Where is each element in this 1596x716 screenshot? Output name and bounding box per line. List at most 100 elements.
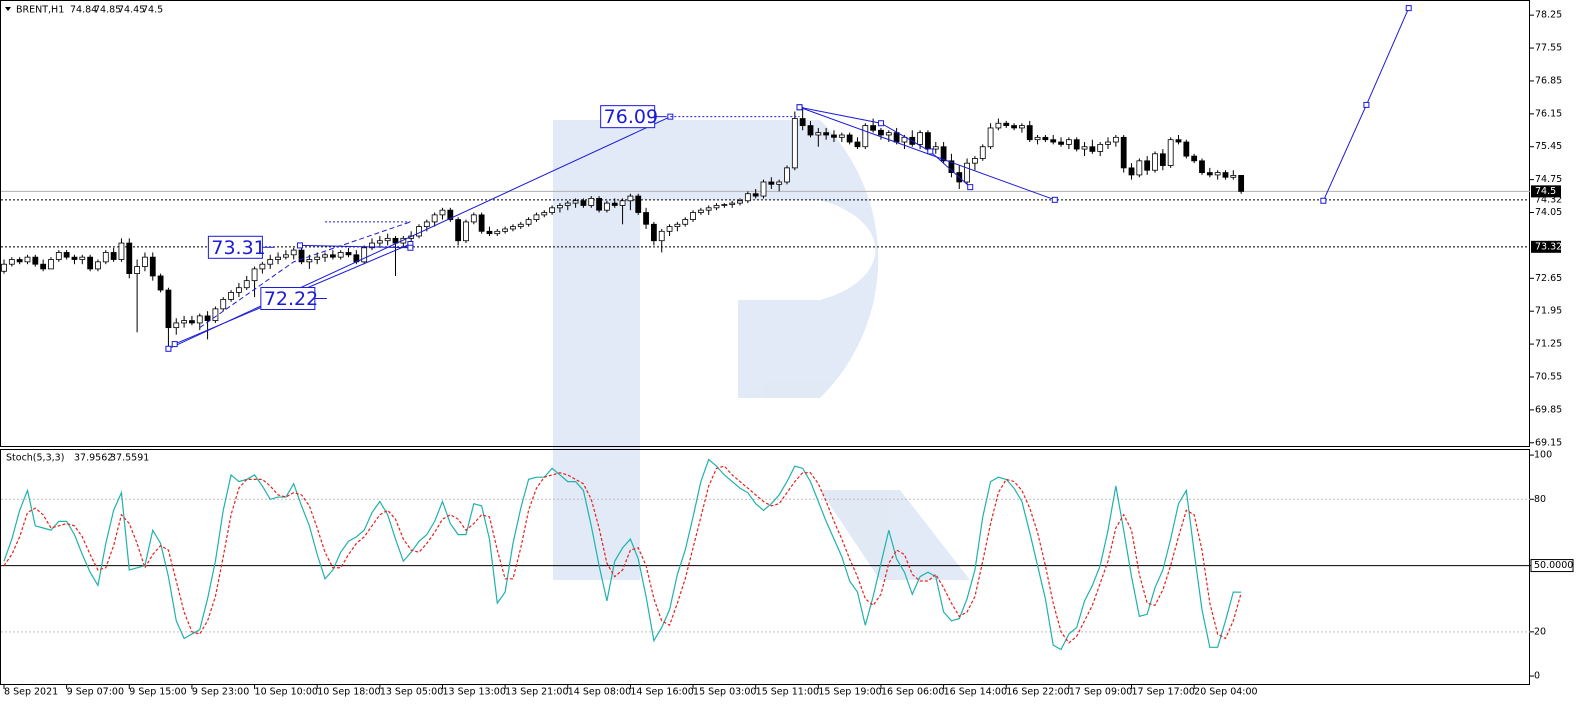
candle-body <box>658 230 665 242</box>
candle-body <box>400 237 407 244</box>
candle-body <box>541 212 548 216</box>
anchor-point <box>927 148 934 155</box>
anchor-point <box>796 104 803 111</box>
price-label: 72.22 <box>264 288 318 310</box>
y-tick-label: 71.25 <box>1535 339 1562 350</box>
candle-body <box>580 200 587 206</box>
candle-body <box>470 214 477 223</box>
anchor-point <box>1363 101 1370 108</box>
price-level-label: 73.32 <box>1535 241 1562 252</box>
anchor-point <box>296 242 303 249</box>
x-tick-label: 15 Sep 03:00 <box>693 687 756 698</box>
candle-body <box>862 125 869 148</box>
candle-body <box>1058 141 1064 145</box>
stoch-y-tick-label: 50.0000 <box>1534 560 1573 571</box>
stoch-y-tick-label: 100 <box>1534 450 1552 461</box>
x-tick-label: 14 Sep 08:00 <box>568 687 631 698</box>
ohlc-open: 74.84 <box>70 5 97 16</box>
candle-body <box>87 256 94 270</box>
candle-body <box>55 252 62 260</box>
candle-body <box>972 158 978 164</box>
x-tick-label: 15 Sep 19:00 <box>818 687 881 698</box>
candle-body <box>204 315 211 321</box>
candle-body <box>306 259 313 263</box>
trend-line <box>299 244 411 249</box>
candle-body <box>282 254 289 258</box>
x-tick-label: 9 Sep 23:00 <box>192 687 249 698</box>
price-level-tag <box>1531 240 1561 253</box>
bid-tag <box>1531 185 1561 198</box>
candle-body <box>674 223 681 228</box>
candle-body <box>48 259 54 270</box>
candle-body <box>142 256 148 267</box>
candle-body <box>376 240 383 244</box>
candle-body <box>823 132 830 136</box>
candle-body <box>196 315 203 324</box>
candle-body <box>251 268 258 282</box>
candle-body <box>63 252 70 258</box>
candle-body <box>298 249 305 263</box>
y-tick-label: 76.85 <box>1535 75 1562 86</box>
candle-body <box>878 129 884 136</box>
candle-body <box>948 160 955 173</box>
candle-body <box>423 221 430 228</box>
candle-body <box>392 237 399 244</box>
y-tick-label: 72.65 <box>1535 273 1562 284</box>
candle-body <box>1042 136 1049 141</box>
price-label-box <box>207 235 263 259</box>
symbol: BRENT,H1 <box>16 5 64 16</box>
candle-body <box>510 226 516 230</box>
ohlc-high: 74.85 <box>94 5 121 16</box>
candle-body <box>189 320 195 324</box>
candle-body <box>619 200 626 206</box>
candle-body <box>165 289 172 329</box>
candle-body <box>212 308 219 321</box>
y-tick-label: 71.95 <box>1535 306 1562 317</box>
x-tick-label: 16 Sep 22:00 <box>1006 687 1069 698</box>
candle-body <box>721 204 728 206</box>
trend-line <box>799 106 1055 201</box>
candle-body <box>369 242 375 249</box>
candle-body <box>901 136 908 143</box>
x-tick-label: 14 Sep 16:00 <box>630 687 693 698</box>
y-tick-label: 74.05 <box>1535 207 1562 218</box>
candle-body <box>1238 174 1245 192</box>
candle-body <box>854 141 861 148</box>
x-tick-label: 8 Sep 2021 <box>4 687 58 698</box>
x-tick-label: 9 Sep 15:00 <box>129 687 186 698</box>
candle-body <box>697 209 704 213</box>
anchor-point <box>171 341 178 348</box>
candle-body <box>533 214 540 220</box>
candle-body <box>1026 125 1033 141</box>
candle-body <box>995 122 1002 129</box>
bid-label: 74.5 <box>1535 186 1556 197</box>
candle-body <box>776 181 783 185</box>
candle-body <box>1191 155 1198 162</box>
trend-line <box>799 106 971 188</box>
stoch-tick-tag <box>1530 559 1574 573</box>
candle-body <box>259 263 266 270</box>
candle-body <box>1128 167 1135 176</box>
candle-body <box>807 125 814 136</box>
candle-body <box>126 242 133 275</box>
candle-body <box>1199 160 1205 173</box>
candle-body <box>40 263 47 270</box>
candle-body <box>815 132 822 136</box>
candle-body <box>345 252 352 256</box>
anchor-point <box>1051 196 1058 203</box>
candle-body <box>611 202 618 206</box>
y-tick-label: 76.15 <box>1535 108 1562 119</box>
candle-body <box>173 322 180 329</box>
candle-body <box>666 226 673 232</box>
candle-body <box>267 259 274 265</box>
candle-body <box>235 287 242 293</box>
y-tick-label: 74.75 <box>1535 174 1562 185</box>
candle-body <box>384 237 391 242</box>
x-tick-label: 13 Sep 13:00 <box>442 687 505 698</box>
stoch-y-tick-label: 20 <box>1534 626 1546 637</box>
candle-body <box>1159 153 1166 166</box>
candle-body <box>447 209 454 220</box>
candle-body <box>744 193 751 202</box>
candle-body <box>416 226 422 237</box>
candle-body <box>16 259 23 263</box>
